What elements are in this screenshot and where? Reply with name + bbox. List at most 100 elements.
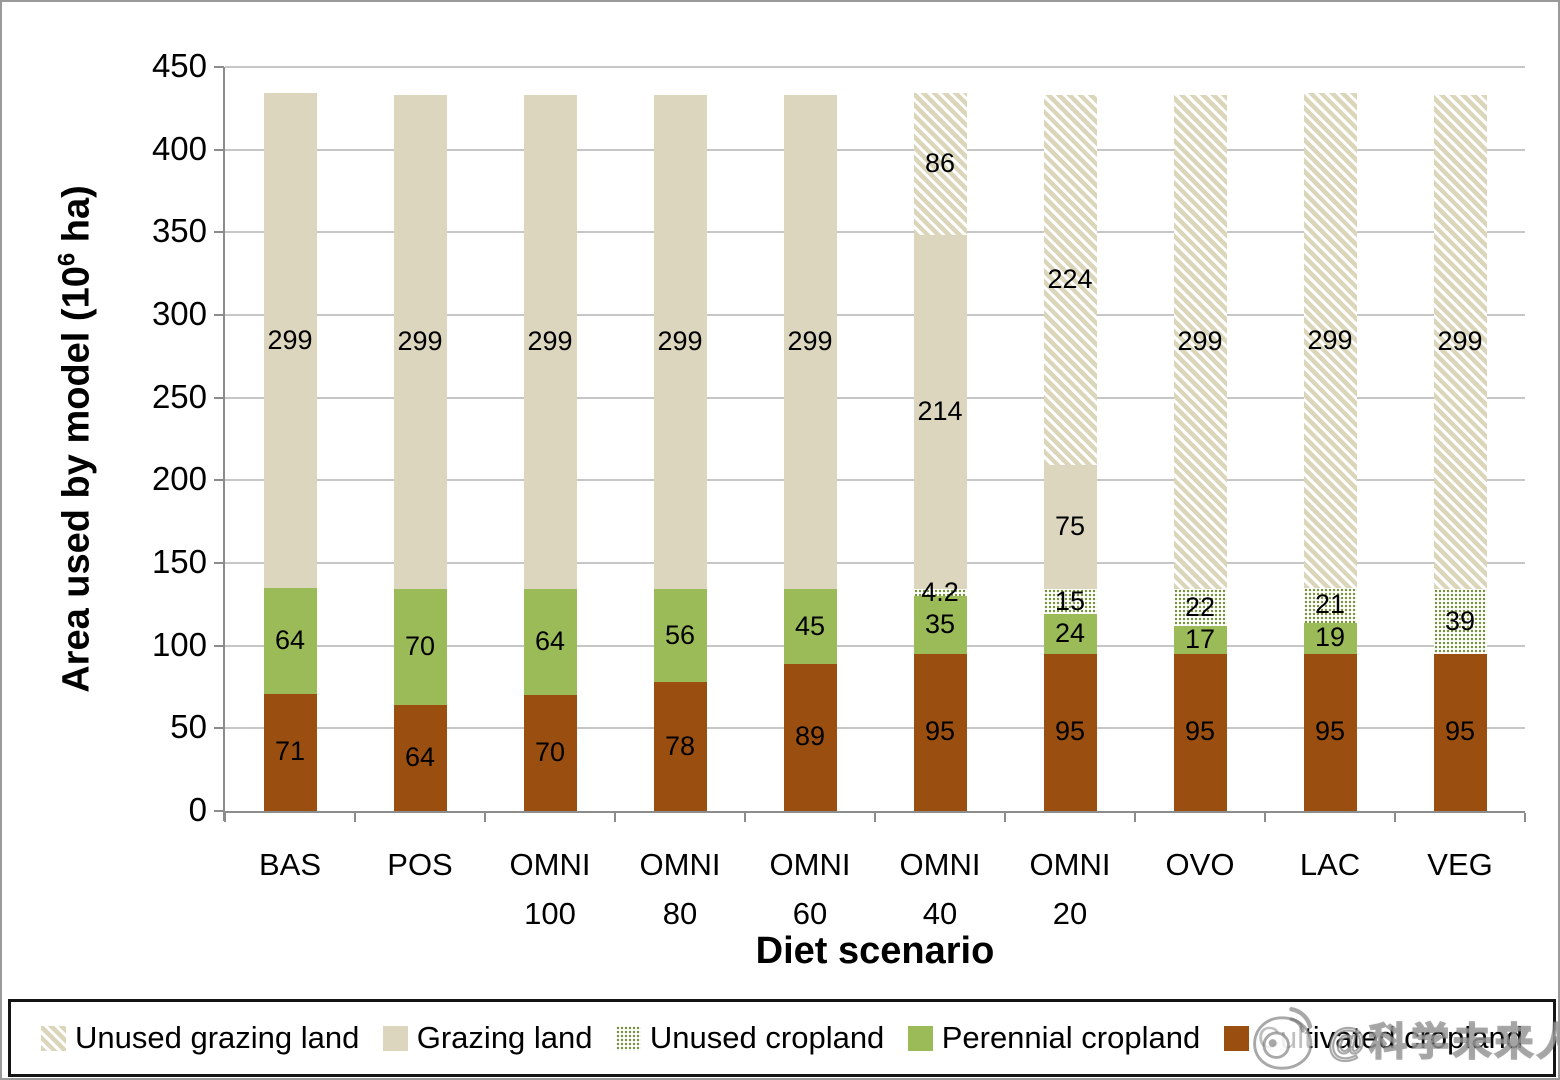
category-label-bas: BAS [225,840,355,889]
bar-segment-unused-grazing-land [913,93,967,236]
category-label-line: OMNI [769,847,851,882]
category-label-veg: VEG [1395,840,1525,889]
bar-segment-unused-grazing-land [1173,95,1227,590]
bar-value-label: 95 [924,716,956,747]
y-tick-label: 250 [151,377,207,415]
bar-segment-grazing-land [263,93,317,588]
legend-label: Cultivated cropland [1257,1020,1523,1055]
legend-swatch-dots [615,1025,641,1051]
bar-segment-perennial-cropland [653,589,707,683]
category-label-line: OMNI [899,847,981,882]
bar-segment-cultivated-cropland [913,653,967,811]
x-tick-mark [614,813,616,822]
gridline [225,314,1525,316]
bar-segment-unused-grazing-land [1433,95,1487,590]
bar-value-label: 64 [534,626,566,657]
x-tick-mark [484,813,486,822]
legend-swatch-solid [1223,1025,1249,1051]
y-tick-mark [214,231,224,234]
gridline [225,562,1525,564]
y-tick-mark [214,148,224,151]
bar-value-label: 21 [1314,589,1346,620]
y-tick-mark [214,562,224,564]
bar-segment-cultivated-cropland [1303,653,1357,811]
bar-segment-unused-grazing-land [1303,93,1357,588]
bar-segment-grazing-land [913,235,967,590]
category-label-lac: LAC [1265,840,1395,889]
category-label-line: 80 [662,896,698,931]
bar-value-label: 17 [1184,623,1216,654]
category-label-line: 20 [1052,896,1088,931]
bar-segment-cultivated-cropland [783,663,837,811]
y-tick-mark [214,314,224,316]
y-tick-label: 450 [151,47,207,84]
y-tick-mark [214,644,224,647]
bar-value-label: 64 [404,742,436,773]
bar-segment-perennial-cropland [1303,622,1357,654]
category-label-omni-20: OMNI 20 [1005,840,1135,938]
bar-value-label: 95 [1054,716,1086,747]
bar-value-label: 95 [1314,716,1346,747]
bar-value-label: 24 [1054,618,1086,649]
y-tick-mark [214,66,224,68]
category-label-line: 40 [922,896,958,931]
bar-segment-perennial-cropland [1043,614,1097,654]
x-axis-line [223,811,1525,813]
x-tick-mark [1004,813,1006,822]
x-tick-mark [1394,813,1396,822]
category-label-omni-60: OMNI 60 [745,840,875,938]
bar-value-label: 4.2 [921,576,959,607]
y-tick-label: 150 [151,543,207,580]
bar-value-label: 78 [664,730,696,761]
y-tick-label: 50 [170,708,207,746]
legend-item-cultivated-cropland: Cultivated cropland [1223,1020,1523,1056]
category-label-line: 60 [792,896,828,931]
y-tick-label: 100 [151,625,207,663]
bar-value-label: 19 [1314,622,1346,653]
bar-segment-cultivated-cropland [1433,653,1487,811]
legend-swatch-solid [907,1025,933,1051]
y-tick-label: 350 [151,212,207,250]
bar-segment-cultivated-cropland [653,682,707,811]
bar-segment-unused-grazing-land [1043,95,1097,466]
bar-segment-cultivated-cropland [263,693,317,811]
bar-value-label: 299 [787,326,833,357]
bar-value-label: 299 [657,326,703,357]
bar-value-label: 35 [924,609,956,639]
bar-segment-cultivated-cropland [393,705,447,811]
y-tick-mark [214,727,224,730]
bar-segment-unused-cropland [1043,589,1097,615]
bar-segment-perennial-cropland [523,589,577,696]
y-axis-title-suffix: ha) [55,185,98,253]
gridline [225,231,1525,234]
bar-value-label: 71 [274,736,306,767]
category-label-line: POS [387,847,453,882]
bar-segment-cultivated-cropland [523,695,577,811]
legend-item-unused-cropland: Unused cropland [615,1020,884,1056]
bar-segment-unused-cropland [913,589,967,597]
legend: Unused grazing land Grazing land Unused cr… [8,999,1556,1077]
bar-value-label: 299 [267,324,313,355]
y-tick-mark [214,810,224,812]
bar-segment-grazing-land [653,95,707,590]
legend-label: Grazing land [416,1020,593,1055]
bar-segment-perennial-cropland [1173,625,1227,654]
bar-segment-cultivated-cropland [1173,653,1227,811]
category-label-line: OVO [1165,847,1235,882]
category-label-line: OMNI [639,847,721,882]
y-axis-title-prefix: Area used by model (10 [55,266,98,693]
y-tick-mark [214,396,224,399]
bar-segment-perennial-cropland [263,587,317,694]
bar-segment-perennial-cropland [913,596,967,654]
x-tick-mark [354,813,356,822]
x-tick-mark [1264,813,1266,822]
legend-label: Perennial cropland [941,1020,1201,1055]
y-tick-label: 300 [151,295,207,332]
gridline [225,479,1525,482]
bar-value-label: 299 [1177,326,1223,357]
bar-value-label: 299 [397,326,443,357]
bar-value-label: 64 [274,624,306,655]
bar-segment-grazing-land [393,95,447,590]
bar-value-label: 95 [1184,716,1216,747]
gridline [225,644,1525,647]
